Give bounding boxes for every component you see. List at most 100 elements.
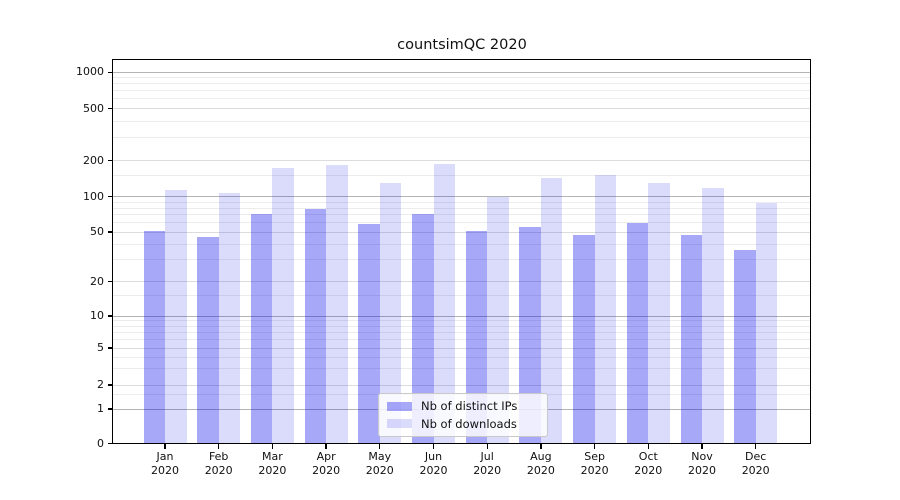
x-tick-mark-jan [164, 443, 166, 449]
y-tick-label-2: 2 [97, 378, 104, 391]
y-tick-label-1000: 1000 [76, 65, 104, 79]
y-tick-mark-200 [108, 160, 113, 162]
gridline-y-4 [113, 356, 811, 358]
y-tick-mark-100 [108, 196, 113, 198]
bar-downloads-nov [702, 188, 724, 444]
gridline-y-200 [113, 160, 811, 162]
gridline-y-10 [113, 315, 811, 317]
legend-item-distinct-ips: Nb of distinct IPs [387, 399, 539, 413]
legend: Nb of distinct IPs Nb of downloads [378, 393, 548, 437]
gridline-y-700 [113, 90, 811, 92]
y-tick-label-10: 10 [90, 309, 104, 322]
y-tick-mark-2 [108, 384, 113, 386]
x-tick-mark-aug [540, 443, 542, 449]
legend-swatch-distinct-ips-icon [387, 401, 412, 411]
bar-distinct-ips-mar [250, 214, 273, 444]
legend-label-downloads: Nb of downloads [421, 416, 517, 431]
bar-distinct-ips-sep [573, 235, 595, 444]
y-tick-label-1: 1 [97, 402, 104, 415]
y-tick-label-0: 0 [97, 436, 104, 450]
gridline-y-100 [113, 196, 811, 198]
x-tick-label-jul: Jul 2020 [473, 450, 502, 477]
x-tick-mark-nov [701, 443, 703, 449]
gridline-y-15 [113, 295, 811, 297]
x-tick-label-mar: Mar 2020 [258, 450, 287, 477]
gridline-y-60 [113, 222, 811, 224]
x-tick-label-feb: Feb 2020 [204, 450, 233, 477]
bar-distinct-ips-apr [304, 208, 327, 444]
gridline-y-400 [113, 120, 811, 122]
gridline-y-3 [113, 368, 811, 370]
x-tick-mark-mar [271, 443, 274, 449]
bar-downloads-mar [272, 167, 294, 444]
y-tick-mark-50 [108, 231, 113, 233]
x-tick-mark-jul [486, 443, 488, 449]
gridline-y-20 [113, 281, 811, 282]
bar-distinct-ips-jan [143, 230, 165, 444]
y-tick-label-100: 100 [83, 189, 104, 203]
gridline-y-40 [113, 243, 811, 245]
x-tick-label-dec: Dec 2020 [741, 450, 770, 477]
x-tick-label-apr: Apr 2020 [312, 450, 341, 477]
bar-distinct-ips-oct [626, 222, 649, 444]
bar-downloads-jan [165, 189, 187, 444]
y-tick-mark-10 [108, 315, 113, 317]
gridline-y-900 [113, 77, 811, 79]
bar-distinct-ips-nov [680, 235, 702, 444]
y-tick-mark-20 [108, 280, 113, 283]
x-tick-label-may: May 2020 [365, 450, 394, 477]
x-tick-mark-may [379, 443, 381, 449]
gridline-y-80 [113, 207, 811, 209]
x-tick-label-sep: Sep 2020 [580, 450, 609, 477]
gridline-y-500 [113, 108, 811, 109]
chart-title: countsimQC 2020 [397, 37, 527, 53]
bar-downloads-sep [594, 175, 617, 444]
y-tick-label-500: 500 [83, 101, 104, 115]
gridline-y-150 [113, 175, 811, 177]
bar-downloads-feb [218, 193, 241, 444]
gridline-y-1000 [113, 71, 811, 73]
legend-label-distinct-ips: Nb of distinct IPs [421, 399, 518, 414]
gridline-y-2 [113, 384, 811, 386]
x-tick-mark-jun [432, 443, 435, 449]
x-tick-label-jun: Jun 2020 [419, 450, 448, 477]
gridline-y-6 [113, 339, 811, 341]
bar-distinct-ips-feb [197, 236, 219, 444]
gridline-y-5 [113, 347, 811, 349]
y-tick-mark-5 [108, 347, 113, 349]
y-tick-mark-1000 [108, 71, 113, 73]
x-tick-label-oct: Oct 2020 [634, 450, 663, 477]
y-tick-label-200: 200 [83, 153, 104, 167]
gridline-y-8 [113, 325, 811, 327]
x-tick-mark-apr [325, 443, 327, 449]
bar-downloads-dec [755, 203, 778, 444]
legend-item-downloads: Nb of downloads [387, 417, 539, 431]
y-tick-label-50: 50 [90, 225, 104, 238]
gridline-y-90 [113, 201, 811, 203]
gridline-y-50 [113, 231, 811, 233]
gridline-y-70 [113, 214, 811, 216]
gridline-y-30 [113, 259, 811, 261]
x-tick-mark-oct [647, 443, 649, 449]
gridline-y-800 [113, 83, 811, 85]
gridline-y-600 [113, 98, 811, 100]
x-tick-mark-sep [593, 443, 596, 449]
y-tick-mark-1 [108, 408, 113, 410]
axes-frame [112, 59, 811, 444]
y-tick-label-5: 5 [97, 341, 104, 354]
x-tick-label-jan: Jan 2020 [151, 450, 179, 477]
x-tick-label-nov: Nov 2020 [688, 450, 716, 477]
y-tick-mark-500 [108, 107, 113, 110]
x-tick-mark-feb [218, 443, 220, 449]
x-tick-mark-dec [755, 443, 757, 449]
bar-distinct-ips-dec [734, 249, 756, 444]
gridline-y-300 [113, 137, 811, 139]
bar-distinct-ips-may [358, 224, 380, 444]
bar-downloads-oct [648, 183, 670, 444]
legend-swatch-downloads-icon [387, 419, 412, 429]
gridline-y-7 [113, 331, 811, 333]
y-tick-mark-0 [108, 442, 113, 445]
bar-downloads-apr [326, 165, 348, 444]
x-tick-label-aug: Aug 2020 [526, 450, 555, 477]
